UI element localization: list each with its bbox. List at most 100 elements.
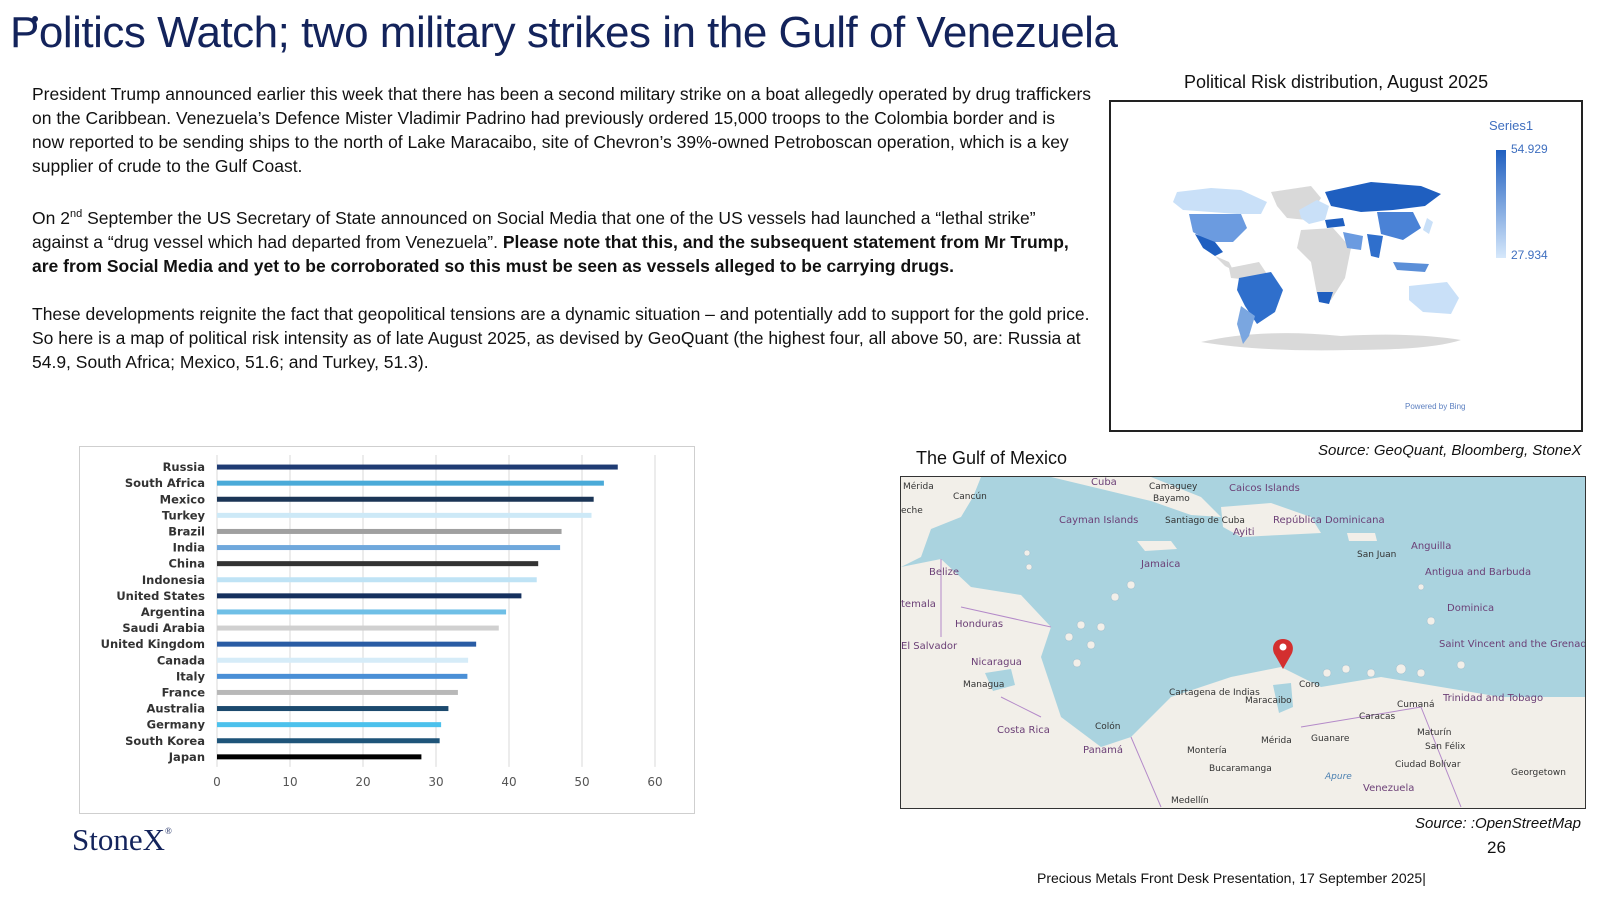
logo-registered: ® bbox=[165, 826, 172, 836]
bar-united-states bbox=[217, 593, 522, 599]
category-label: United Kingdom bbox=[101, 637, 205, 651]
category-label: United States bbox=[116, 589, 205, 603]
x-tick-label: 50 bbox=[574, 775, 589, 789]
lbl-antigua: Antigua and Barbuda bbox=[1425, 567, 1531, 578]
category-label: France bbox=[162, 685, 206, 699]
lbl-panama: Panamá bbox=[1083, 744, 1123, 756]
x-tick-label: 60 bbox=[647, 775, 662, 789]
bar-germany bbox=[217, 722, 442, 728]
category-label: Indonesia bbox=[142, 573, 205, 587]
legend-gradient bbox=[1496, 150, 1506, 258]
lbl-caracas: Caracas bbox=[1359, 712, 1395, 722]
mexico-shape bbox=[1195, 234, 1223, 256]
bar-mexico bbox=[217, 496, 594, 502]
africa-shape bbox=[1297, 228, 1351, 300]
turkey-shape bbox=[1325, 218, 1345, 228]
lbl-nicaragua: Nicaragua bbox=[971, 657, 1022, 668]
world-map-graphic bbox=[1173, 150, 1506, 351]
paragraph-2-mid: September the US Secretary of State anno… bbox=[32, 207, 1036, 252]
footer-text: Precious Metals Front Desk Presentation,… bbox=[1037, 870, 1426, 886]
lbl-eche: eche bbox=[901, 506, 923, 516]
lbl-san-felix: San Félix bbox=[1425, 741, 1466, 752]
hispaniola-land bbox=[1221, 503, 1321, 537]
lbl-maturin: Maturín bbox=[1417, 728, 1451, 738]
risk-map-title: Political Risk distribution, August 2025 bbox=[1184, 72, 1489, 92]
yucatan-land bbox=[901, 477, 981, 567]
category-label: Germany bbox=[147, 718, 206, 732]
title-bullet bbox=[32, 16, 38, 22]
india-shape bbox=[1367, 234, 1383, 258]
lbl-merida-ve: Mérida bbox=[1261, 735, 1292, 746]
bar-australia bbox=[217, 706, 449, 712]
category-label: China bbox=[168, 557, 205, 571]
lbl-trinidad: Trinidad and Tobago bbox=[1442, 693, 1543, 704]
bar-russia bbox=[217, 464, 618, 470]
small-islands bbox=[1023, 549, 1466, 678]
lbl-colon: Colón bbox=[1095, 721, 1121, 732]
canada-shape bbox=[1173, 188, 1267, 214]
bar-china bbox=[217, 561, 539, 567]
lbl-belize: Belize bbox=[929, 567, 959, 578]
paragraph-1: President Trump announced earlier this w… bbox=[32, 84, 1092, 176]
x-tick-label: 20 bbox=[355, 775, 370, 789]
category-label: Italy bbox=[176, 669, 205, 683]
gulf-map-source: Source: :OpenStreetMap bbox=[1415, 815, 1581, 832]
lbl-ayiti: Ayiti bbox=[1233, 527, 1255, 538]
category-label: Canada bbox=[157, 653, 205, 667]
lbl-merida-mx: Mérida bbox=[903, 481, 934, 492]
lbl-guanare: Guanare bbox=[1311, 734, 1350, 744]
paragraph-2-pre: On 2 bbox=[32, 207, 70, 228]
lbl-cartagena: Cartagena de Indias bbox=[1169, 688, 1260, 698]
lbl-dominica: Dominica bbox=[1447, 603, 1494, 614]
bar-united-kingdom bbox=[217, 641, 477, 647]
lbl-bayamo: Bayamo bbox=[1153, 494, 1190, 504]
lbl-honduras: Honduras bbox=[955, 619, 1003, 630]
bar-france bbox=[217, 689, 458, 695]
bar-canada bbox=[217, 657, 469, 663]
category-label: India bbox=[173, 541, 205, 555]
lbl-el-salvador: El Salvador bbox=[901, 641, 958, 652]
south-africa-shape bbox=[1317, 292, 1333, 304]
bar-italy bbox=[217, 673, 468, 679]
lbl-cancun: Cancún bbox=[953, 492, 987, 502]
category-label: Mexico bbox=[160, 492, 205, 506]
lbl-maracaibo: Maracaibo bbox=[1245, 696, 1292, 706]
slide-title: Politics Watch; two military strikes in … bbox=[10, 8, 1118, 57]
lbl-cayman: Cayman Islands bbox=[1059, 515, 1138, 526]
x-tick-label: 0 bbox=[213, 775, 221, 789]
lake-maracaibo bbox=[1273, 683, 1293, 713]
bar-south-korea bbox=[217, 738, 440, 744]
jamaica-land bbox=[1137, 541, 1177, 551]
paragraph-3: These developments reignite the fact tha… bbox=[32, 303, 1090, 372]
lbl-managua: Managua bbox=[963, 680, 1004, 690]
x-tick-label: 10 bbox=[282, 775, 297, 789]
lbl-caicos: Caicos Islands bbox=[1229, 483, 1300, 494]
bar-indonesia bbox=[217, 577, 537, 583]
powered-by-bing: Powered by Bing bbox=[1405, 402, 1466, 411]
japan-shape bbox=[1423, 218, 1433, 234]
lake-nicaragua bbox=[985, 669, 1015, 691]
puerto-rico-land bbox=[1347, 533, 1377, 541]
lbl-ciudad-bolivar: Ciudad Bolívar bbox=[1395, 760, 1461, 770]
lbl-cuba: Cuba bbox=[1091, 477, 1117, 488]
argentina-shape bbox=[1237, 306, 1255, 344]
category-label: South Africa bbox=[125, 476, 205, 490]
lbl-venezuela: Venezuela bbox=[1363, 783, 1414, 794]
risk-bar-chart: 0 10 20 30 40 50 60 Russia South Africa Mexico Tur… bbox=[79, 446, 695, 814]
lbl-apure: Apure bbox=[1324, 772, 1352, 782]
lbl-camaguey: Camaguey bbox=[1149, 482, 1198, 492]
page-number: 26 bbox=[1487, 838, 1506, 857]
gulf-map-title: The Gulf of Mexico bbox=[916, 448, 1068, 468]
lbl-santiago: Santiago de Cuba bbox=[1165, 516, 1245, 526]
location-pin-icon bbox=[1273, 639, 1293, 669]
lbl-dominicana: República Dominicana bbox=[1273, 514, 1385, 526]
category-label: Australia bbox=[146, 702, 205, 716]
paragraph-2-bold: Please note that this, and the subsequen… bbox=[32, 231, 1069, 276]
category-label: Turkey bbox=[162, 508, 206, 522]
lbl-anguilla: Anguilla bbox=[1411, 541, 1451, 552]
saudi-arabia-shape bbox=[1343, 232, 1363, 250]
risk-map: Series1 54.929 27.934 Powered by Bing bbox=[1109, 100, 1583, 432]
brazil-shape bbox=[1237, 272, 1283, 324]
gulf-map: Mérida Cancún Cuba Camaguey Bayamo Caico… bbox=[900, 476, 1586, 809]
australia-shape bbox=[1409, 282, 1459, 314]
